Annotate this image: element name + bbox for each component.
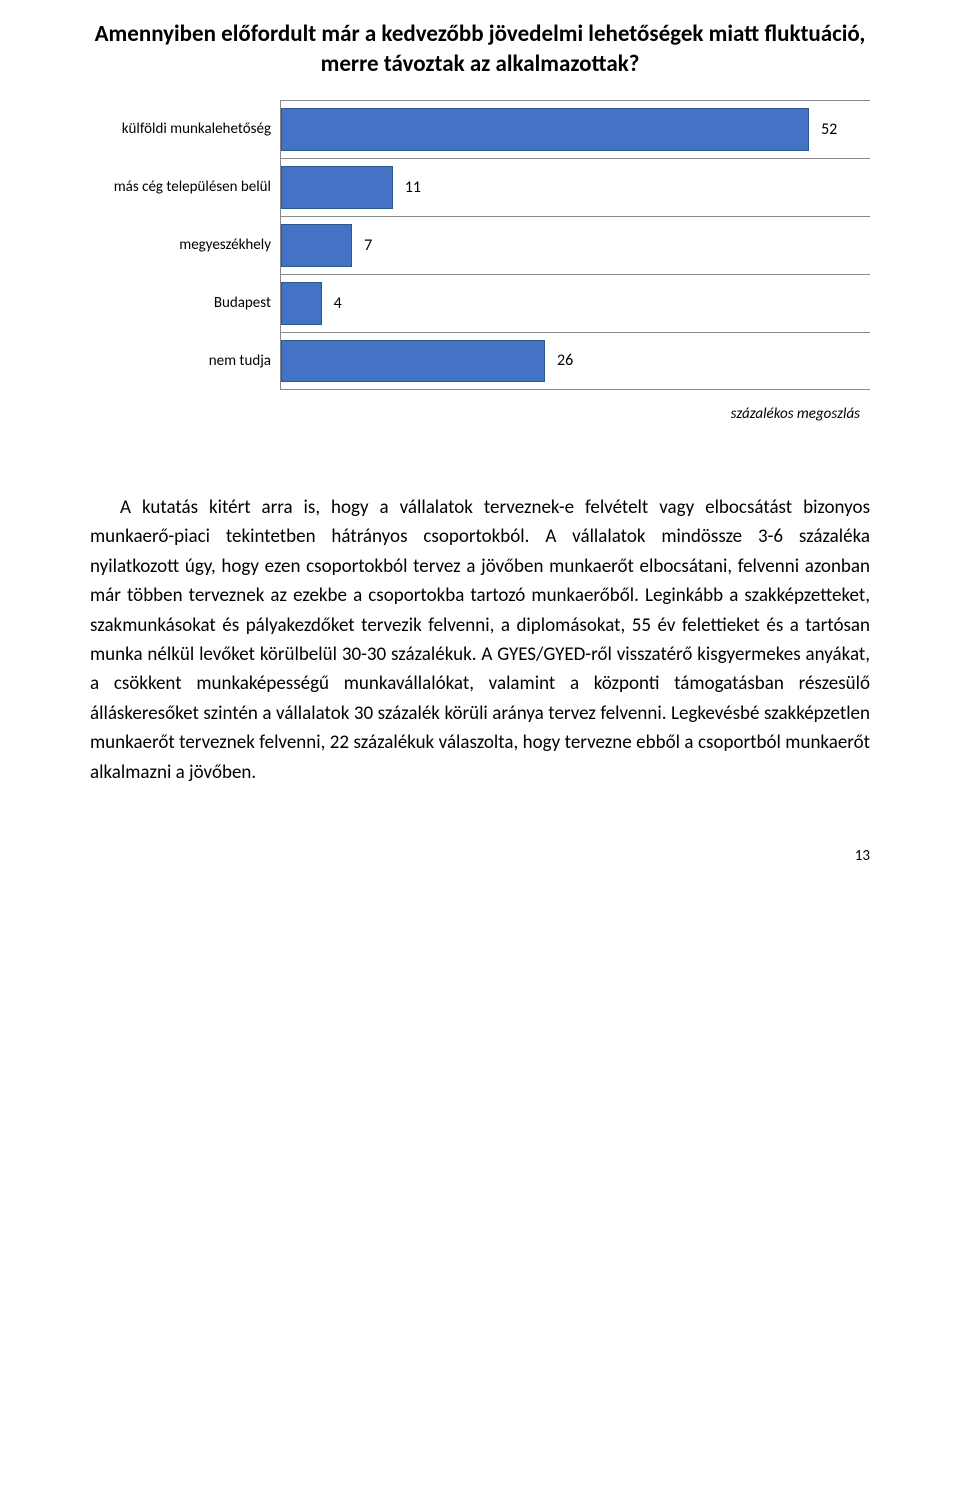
y-axis-label: nem tudja — [91, 352, 281, 370]
bar-area: 4 — [281, 275, 870, 332]
bar-value: 11 — [393, 178, 421, 197]
bar — [281, 282, 322, 325]
bar-area: 26 — [281, 333, 870, 389]
bar-area: 52 — [281, 101, 870, 158]
bar — [281, 108, 809, 151]
y-axis-label: más cég településen belül — [91, 178, 281, 196]
chart-row: Budapest4 — [281, 274, 870, 332]
bar-value: 7 — [352, 236, 372, 255]
bar-value: 4 — [322, 294, 342, 313]
bar-value: 26 — [545, 351, 573, 370]
y-axis-label: külföldi munkalehetőség — [91, 120, 281, 138]
y-axis-label: Budapest — [91, 294, 281, 312]
bar-area: 7 — [281, 217, 870, 274]
chart-row: külföldi munkalehetőség52 — [281, 100, 870, 158]
x-axis-label: százalékos megoszlás — [280, 405, 870, 423]
chart-title: Amennyiben előfordult már a kedvezőbb jö… — [90, 20, 870, 80]
chart-row: más cég településen belül11 — [281, 158, 870, 216]
chart-row: nem tudja26 — [281, 332, 870, 390]
chart-row: megyeszékhely7 — [281, 216, 870, 274]
bar-area: 11 — [281, 159, 870, 216]
page-number: 13 — [90, 847, 870, 865]
body-paragraph: A kutatás kitért arra is, hogy a vállala… — [90, 493, 870, 787]
bar-chart: külföldi munkalehetőség52más cég települ… — [280, 100, 870, 390]
y-axis-label: megyeszékhely — [91, 236, 281, 254]
bar — [281, 224, 352, 267]
bar-value: 52 — [809, 120, 837, 139]
bar — [281, 166, 393, 209]
bar — [281, 340, 545, 382]
